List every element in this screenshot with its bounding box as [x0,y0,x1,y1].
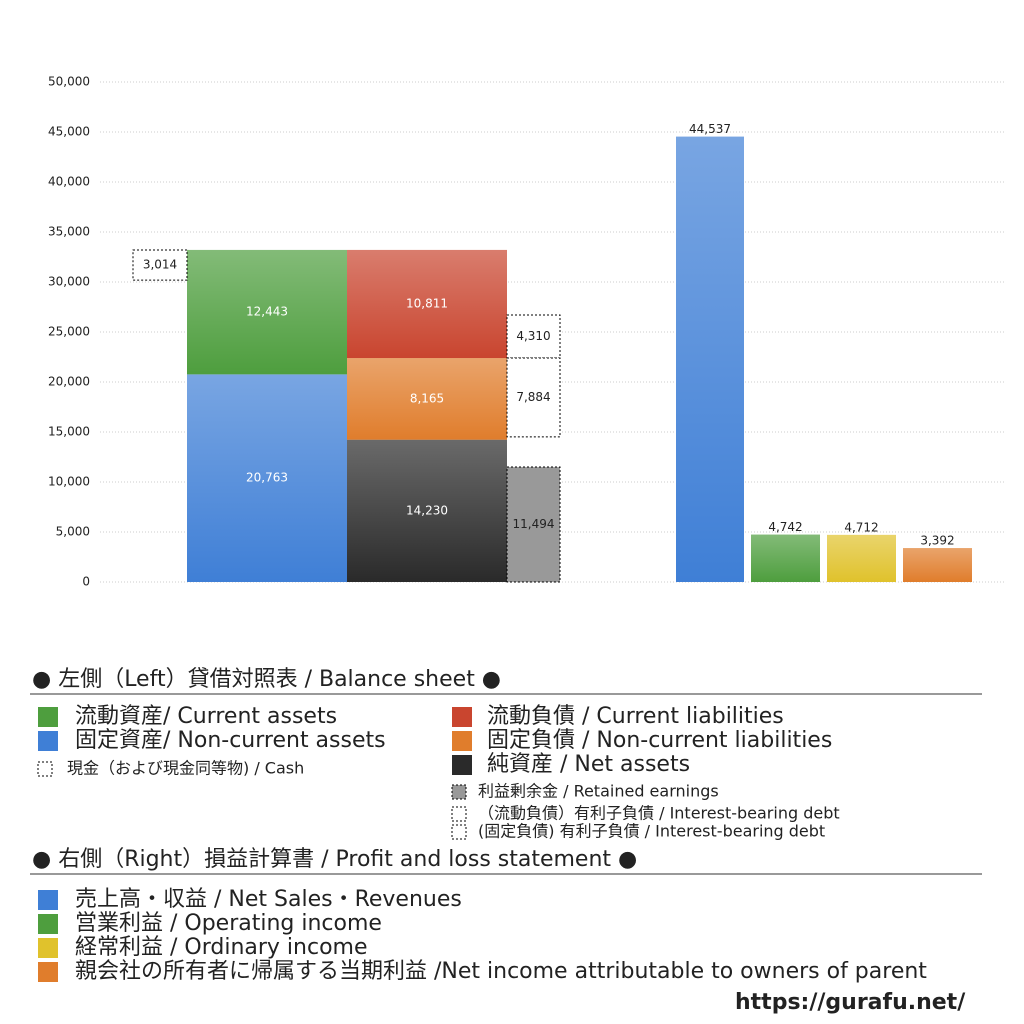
bar-shine [676,136,744,582]
legend-label: (固定負債) 有利子負債 / Interest-bearing debt [478,822,825,841]
legend-label: 固定負債 / Non-current liabilities [487,728,832,753]
y-tick-label: 35,000 [48,225,90,239]
legend-swatch [38,914,58,934]
bar [506,466,561,583]
legend-swatch [451,824,467,840]
bar-shine [347,249,507,359]
legend-swatch [452,707,472,727]
bar-shine [751,534,820,582]
legend-swatch [38,938,58,958]
legend-label: 流動資産/ Current assets [75,704,337,729]
legend-swatch [451,784,467,800]
value-label: 7,884 [516,390,550,404]
bar-shine [347,358,507,440]
legend-label: 固定資産/ Non-current assets [75,728,386,753]
y-tick-label: 25,000 [48,325,90,339]
value-label: 10,811 [406,296,448,310]
bar [506,357,561,438]
legend-label: 現金（および現金同等物) / Cash [67,759,304,778]
bar-shine [347,439,507,582]
value-label: 3,392 [920,534,954,548]
value-label: 8,165 [410,391,444,405]
y-tick-label: 45,000 [48,125,90,139]
legend-label: 営業利益 / Operating income [75,911,382,936]
bar-shine [187,374,347,582]
y-tick-label: 40,000 [48,175,90,189]
legend-swatch [38,962,58,982]
legend-label: （流動負債）有利子負債 / Interest-bearing debt [478,804,840,823]
y-tick-label: 50,000 [48,75,90,89]
value-label: 44,537 [689,122,731,136]
legend-swatch [452,731,472,751]
value-label: 4,310 [516,329,550,343]
legend-title: ● 右側（Right）損益計算書 / Profit and loss state… [32,847,637,872]
legend-label: 売上高・収益 / Net Sales・Revenues [75,887,462,912]
bar [506,314,561,359]
bar-shine [903,548,972,582]
legend-label: 親会社の所有者に帰属する当期利益 /Net income attributabl… [75,959,927,984]
legend-label: 純資産 / Net assets [487,752,690,777]
footer: https://gurafu.net/ [735,990,966,1015]
legend-label: 流動負債 / Current liabilities [487,704,784,729]
y-tick-label: 15,000 [48,425,90,439]
y-tick-label: 30,000 [48,275,90,289]
bar-shine [187,249,347,375]
legend-title: ● 左側（Left）貸借対照表 / Balance sheet ● [32,667,501,692]
value-label: 4,712 [844,520,878,534]
legend-label: 利益剰余金 / Retained earnings [478,782,719,801]
bar [132,249,188,281]
y-tick-label: 20,000 [48,375,90,389]
legend-swatch [452,755,472,775]
value-label: 14,230 [406,503,448,517]
legend-swatch [38,707,58,727]
legend-swatch [37,761,53,777]
value-label: 20,763 [246,471,288,485]
value-label: 4,742 [768,520,802,534]
y-tick-label: 10,000 [48,475,90,489]
y-tick-label: 5,000 [56,525,90,539]
value-label: 12,443 [246,305,288,319]
value-label: 3,014 [143,258,177,272]
bar-shine [827,534,896,582]
value-label: 11,494 [513,517,555,531]
legend-label: 経常利益 / Ordinary income [75,935,368,960]
legend-swatch [38,890,58,910]
legend-swatch [38,731,58,751]
legend-swatch [451,806,467,822]
y-tick-label: 0 [82,575,90,589]
